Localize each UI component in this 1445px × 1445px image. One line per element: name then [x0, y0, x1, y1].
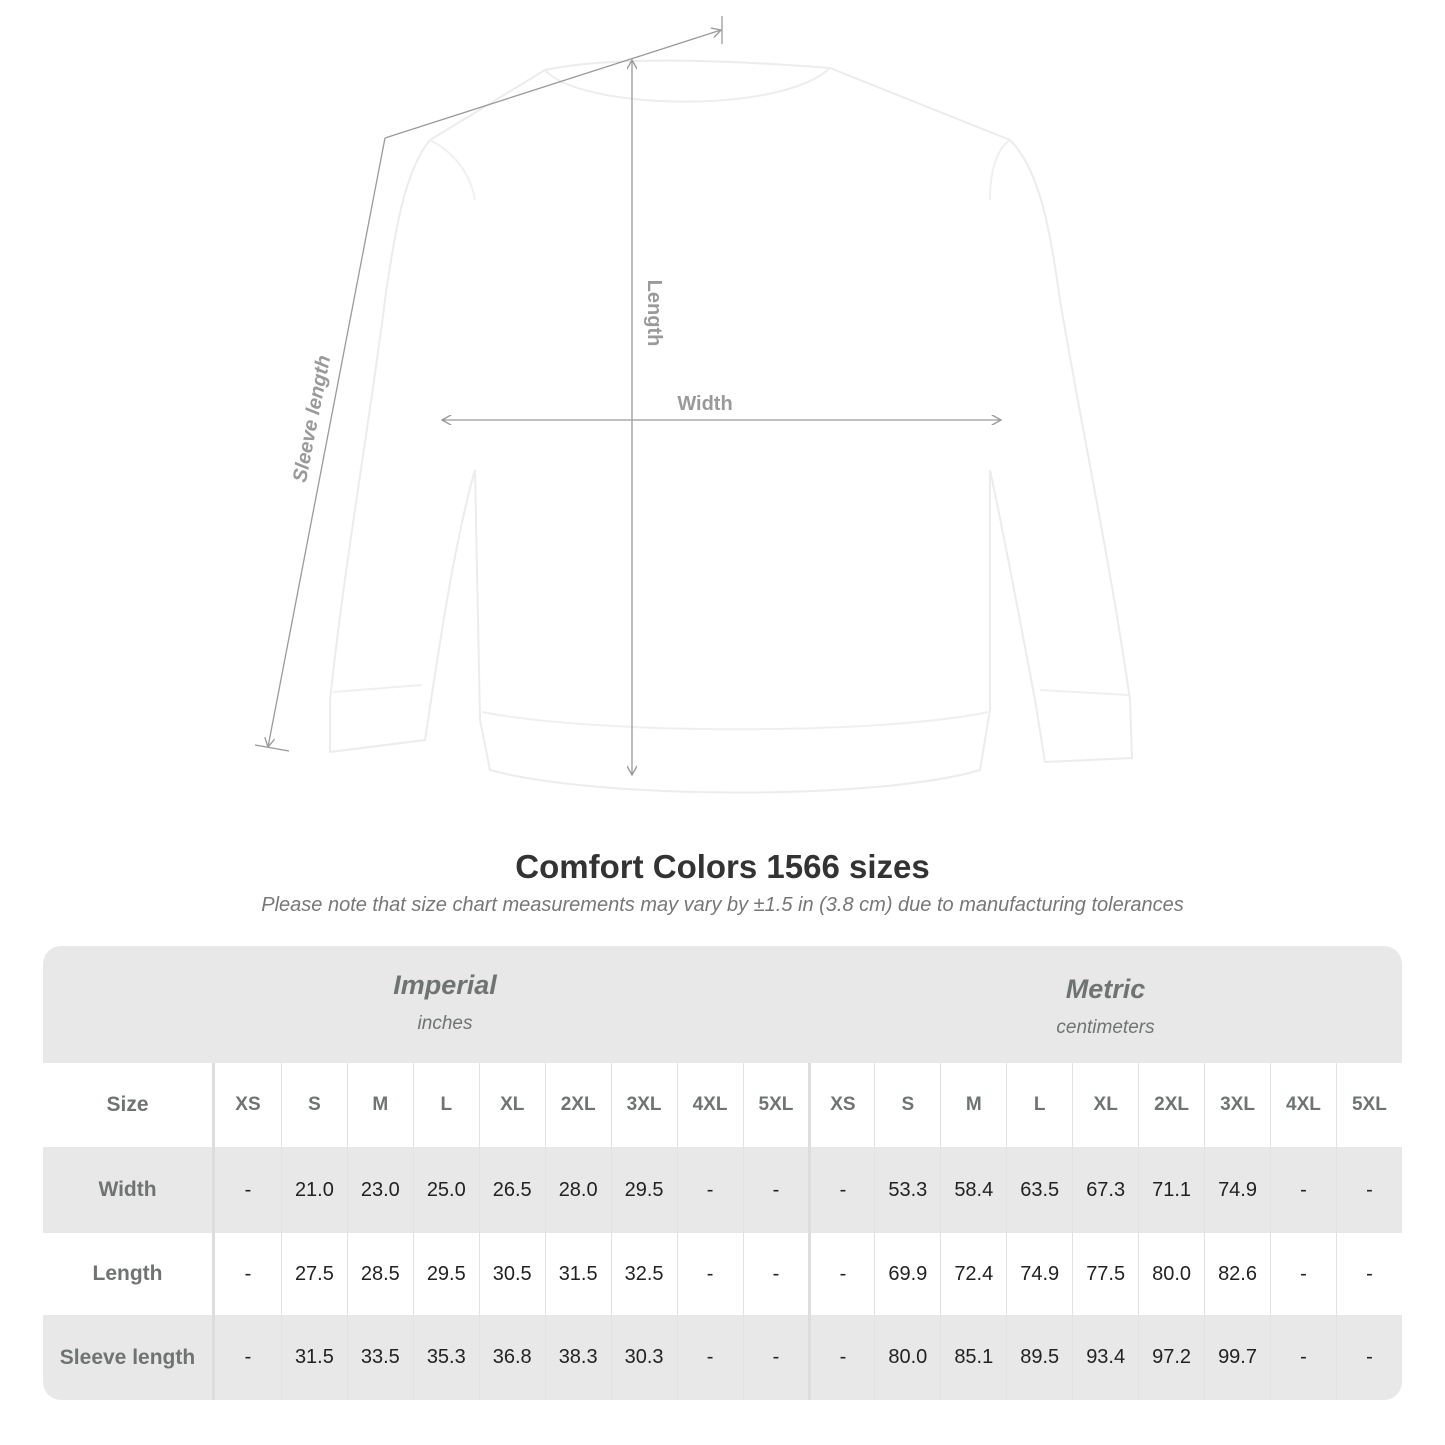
row-label: Sleeve length [43, 1315, 215, 1400]
table-cell: 25.0 [412, 1147, 479, 1233]
table-cell: 32.5 [610, 1233, 677, 1315]
table-cell: - [676, 1147, 743, 1233]
sleeve-length-label: Sleeve length [289, 353, 335, 484]
table-cell: 29.5 [412, 1233, 479, 1315]
shoulder-line [384, 30, 721, 139]
table-cell: 99.7 [1204, 1315, 1270, 1400]
table-cell: XS [235, 1094, 261, 1115]
table-cell: 28.5 [346, 1233, 413, 1315]
table-cell: 97.2 [1138, 1315, 1204, 1400]
table-cell: 27.5 [280, 1233, 347, 1315]
table-cell: 28.0 [544, 1147, 611, 1233]
table-row: Sleeve length -31.5 33.5 35.3 36.8 38.3 30.3- -… [43, 1315, 1402, 1400]
table-cell: S [874, 1063, 940, 1147]
table-cell: 53.3 [874, 1147, 940, 1233]
table-cell: 30.5 [478, 1233, 545, 1315]
metric-unit: centimeters [1056, 1017, 1155, 1038]
table-cell: L [412, 1063, 479, 1147]
size-header-row: Size XS S M L XL 2XL 3XL 4XL 5XL XS S M L XL 2XL 3XL 4XL 5… [43, 1063, 1402, 1147]
table-cell: M [346, 1063, 413, 1147]
imperial-unit: inches [417, 1013, 473, 1034]
table-cell: 82.6 [1204, 1233, 1270, 1315]
table-cell: 80.0 [874, 1315, 940, 1400]
table-cell: 4XL [1270, 1063, 1336, 1147]
table-cell: 31.5 [280, 1315, 347, 1400]
table-cell: - [244, 1178, 252, 1201]
table-cell: 2XL [1138, 1063, 1204, 1147]
table-cell: - [808, 1233, 874, 1315]
table-cell: - [742, 1315, 809, 1400]
table-row: Width -21.0 23.0 25.0 26.5 28.0 29.5- - -53.3 58.… [43, 1147, 1402, 1233]
length-label: Length [643, 280, 665, 347]
table-cell: - [1335, 1147, 1402, 1233]
table-cell: 31.5 [544, 1233, 611, 1315]
table-cell: 30.3 [610, 1315, 677, 1400]
row-label: Size [43, 1063, 215, 1147]
table-cell: 23.0 [346, 1147, 413, 1233]
table-cell: 3XL [1204, 1063, 1270, 1147]
table-cell: 33.5 [346, 1315, 413, 1400]
table-row: Length -27.5 28.5 29.5 30.5 31.5 32.5- - -69.9 72… [43, 1233, 1402, 1315]
size-table: Imperial inches Metric centimeters Size X… [43, 946, 1402, 1400]
sweatshirt-shape [329, 59, 1134, 794]
table-cell: - [244, 1346, 252, 1368]
table-cell: - [1270, 1233, 1336, 1315]
table-cell: - [1270, 1315, 1336, 1400]
table-cell: 58.4 [940, 1147, 1006, 1233]
table-cell: 74.9 [1204, 1147, 1270, 1233]
table-cell: - [742, 1233, 809, 1315]
table-cell: 29.5 [610, 1147, 677, 1233]
table-cell: M [940, 1063, 1006, 1147]
width-label: Width [677, 393, 732, 415]
table-cell: XL [1072, 1063, 1138, 1147]
table-cell: 85.1 [940, 1315, 1006, 1400]
table-cell: - [742, 1147, 809, 1233]
table-cell: 77.5 [1072, 1233, 1138, 1315]
table-cell: 21.0 [280, 1147, 347, 1233]
table-cell: XL [478, 1063, 545, 1147]
table-cell: - [1335, 1315, 1402, 1400]
table-cell: - [676, 1315, 743, 1400]
table-cell: 71.1 [1138, 1147, 1204, 1233]
table-cell: 72.4 [940, 1233, 1006, 1315]
imperial-header: Imperial inches [215, 970, 675, 1087]
table-cell: 5XL [742, 1063, 809, 1147]
table-cell: 38.3 [544, 1315, 611, 1400]
table-cell: 63.5 [1006, 1147, 1072, 1233]
table-cell: - [676, 1233, 743, 1315]
table-header [43, 946, 1402, 1063]
table-cell: - [244, 1262, 252, 1285]
sweatshirt-illustration: Length Width Sleeve length [254, 16, 1134, 794]
metric-header: Metric centimeters [809, 974, 1402, 1091]
table-cell: 74.9 [1006, 1233, 1072, 1315]
chart-title: Comfort Colors 1566 sizes [515, 848, 930, 885]
table-cell: - [1270, 1147, 1336, 1233]
table-cell: 3XL [610, 1063, 677, 1147]
row-label: Width [43, 1147, 215, 1233]
sleeve-line [268, 137, 386, 747]
table-cell: S [280, 1063, 347, 1147]
table-cell: - [1335, 1233, 1402, 1315]
table-cell: 5XL [1335, 1063, 1402, 1147]
imperial-title: Imperial [393, 970, 497, 1000]
table-cell: XS [808, 1063, 874, 1147]
metric-title: Metric [1065, 974, 1146, 1004]
table-cell: L [1006, 1063, 1072, 1147]
table-cell: 93.4 [1072, 1315, 1138, 1400]
row-label: Length [43, 1233, 215, 1315]
table-cell: 36.8 [478, 1315, 545, 1400]
table-cell: 69.9 [874, 1233, 940, 1315]
table-cell: 67.3 [1072, 1147, 1138, 1233]
table-cell: 89.5 [1006, 1315, 1072, 1400]
table-cell: 4XL [676, 1063, 743, 1147]
measurement-lines [254, 16, 1001, 775]
table-cell: 80.0 [1138, 1233, 1204, 1315]
table-cell: - [808, 1147, 874, 1233]
table-cell: - [808, 1315, 874, 1400]
table-cell: 26.5 [478, 1147, 545, 1233]
table-cell: 2XL [544, 1063, 611, 1147]
tolerance-note: Please note that size chart measurements… [261, 894, 1184, 916]
table-cell: 35.3 [412, 1315, 479, 1400]
